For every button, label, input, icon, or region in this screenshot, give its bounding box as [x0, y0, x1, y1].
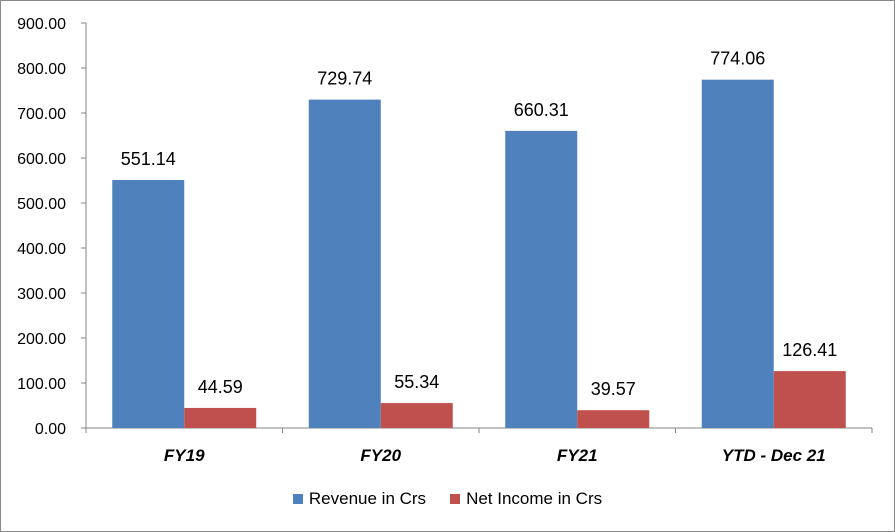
data-label-net-income: 44.59: [198, 377, 243, 397]
y-tick-label: 900.00: [17, 16, 66, 33]
data-label-net-income: 39.57: [591, 379, 636, 399]
bar-net-income: [380, 403, 453, 428]
bar-revenue: [701, 79, 774, 428]
category-label: FY19: [164, 446, 205, 465]
bar-net-income: [577, 410, 650, 428]
bar-revenue: [308, 99, 381, 428]
legend-label-net-income: Net Income in Crs: [466, 489, 603, 508]
bar-revenue: [505, 130, 578, 428]
y-tick-label: 500.00: [17, 196, 66, 213]
bar-net-income: [184, 407, 257, 428]
data-label-revenue: 660.31: [514, 100, 569, 120]
category-label: FY21: [557, 446, 598, 465]
y-tick-label: 200.00: [17, 331, 66, 348]
legend-swatch-revenue: [292, 494, 303, 504]
y-tick-label: 600.00: [17, 151, 66, 168]
y-tick-label: 400.00: [17, 241, 66, 258]
legend-item-net-income: Net Income in Crs: [450, 489, 602, 509]
data-label-revenue: 551.14: [121, 149, 176, 169]
bar-revenue: [112, 179, 185, 428]
y-tick-label: 100.00: [17, 376, 66, 393]
y-tick-label: 300.00: [17, 286, 66, 303]
data-label-revenue: 729.74: [317, 69, 372, 89]
y-tick-label: 0.00: [35, 421, 66, 438]
data-label-revenue: 774.06: [710, 49, 765, 69]
bars: [112, 79, 846, 428]
data-label-net-income: 55.34: [394, 372, 439, 392]
axes: 0.00 100.00 200.00 300.00 400.00 500.00 600.00…: [17, 16, 873, 438]
legend-label-revenue: Revenue in Crs: [308, 489, 427, 508]
y-tick-label: 800.00: [17, 61, 66, 78]
legend: Revenue in Crs Net Income in Crs: [0, 488, 895, 510]
legend-swatch-net-income: [450, 494, 461, 504]
category-label: YTD - Dec 21: [722, 446, 826, 465]
legend-item-revenue: Revenue in Crs: [292, 489, 427, 509]
bar-net-income: [773, 371, 846, 428]
category-labels: FY19 FY20 FY21 YTD - Dec 21: [164, 446, 826, 465]
data-label-net-income: 126.41: [782, 340, 837, 360]
category-label: FY20: [360, 446, 401, 465]
data-labels: 551.14 44.59 729.74 55.34 660.31 39.57 774.06 1…: [121, 49, 838, 400]
y-tick-label: 700.00: [17, 106, 66, 123]
